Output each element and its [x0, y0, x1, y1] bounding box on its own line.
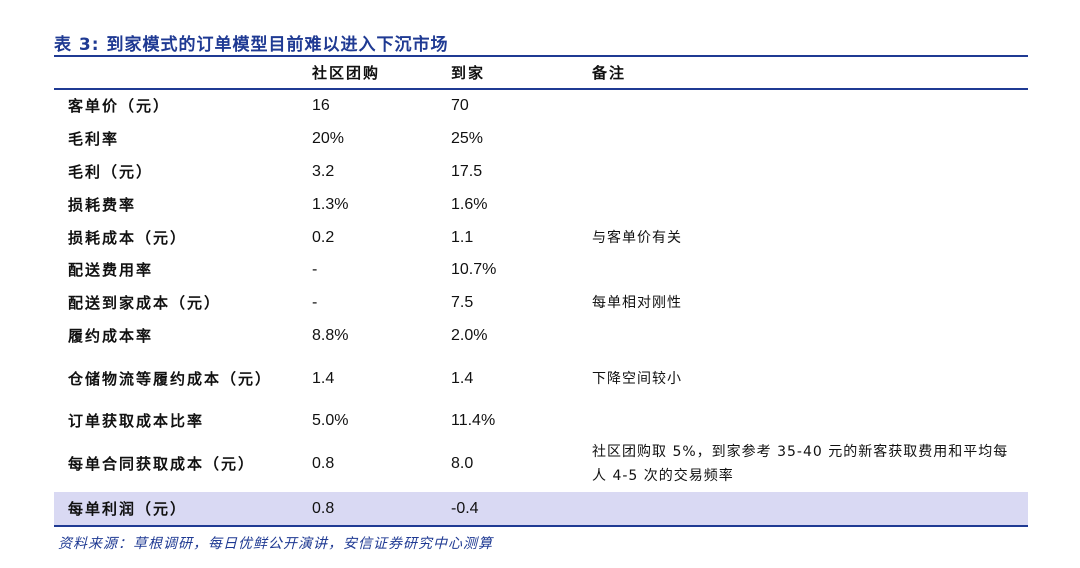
- row-note: 每单相对刚性: [592, 294, 682, 311]
- row-home-value: 17.5: [451, 162, 483, 180]
- table-row: 每单合同获取成本（元） 0.8 8.0 社区团购取 5%，到家参考 35-40 …: [54, 436, 1028, 492]
- table-title: 表 3: 到家模式的订单模型目前难以进入下沉市场: [54, 35, 449, 55]
- row-label: 每单利润（元）: [68, 499, 188, 518]
- table-row: 订单获取成本比率 5.0% 11.4%: [54, 406, 1028, 436]
- table-top-rule: [54, 55, 1028, 57]
- row-home-value: 11.4%: [451, 412, 496, 429]
- row-label: 毛利率: [68, 129, 120, 148]
- row-community-value: 16: [312, 97, 330, 114]
- table-row: 履约成本率 8.8% 2.0%: [54, 319, 1028, 352]
- table-row: 损耗费率 1.3% 1.6%: [54, 188, 1028, 221]
- row-home-value: 1.6%: [451, 195, 488, 213]
- data-table: 社区团购 到家 备注 客单价（元） 16 70 毛利率 20% 25% 毛利（元…: [54, 55, 1028, 527]
- row-label: 配送到家成本（元）: [68, 293, 222, 312]
- table-header-rule: [54, 88, 1028, 90]
- row-home-value: -0.4: [451, 499, 479, 517]
- row-home-value: 10.7%: [451, 261, 497, 278]
- row-label: 每单合同获取成本（元）: [68, 455, 256, 473]
- row-community-value: 8.8%: [312, 326, 349, 344]
- row-community-value: 0.8: [312, 499, 335, 517]
- header-community: 社区团购: [312, 64, 381, 82]
- row-home-value: 2.0%: [451, 326, 488, 344]
- row-community-value: -: [312, 293, 318, 311]
- header-note: 备注: [592, 64, 627, 82]
- row-label: 客单价（元）: [68, 97, 171, 115]
- row-home-value: 70: [451, 97, 469, 114]
- row-label: 损耗费率: [68, 195, 137, 214]
- row-note: 下降空间较小: [592, 371, 682, 387]
- table-row: 配送费用率 - 10.7%: [54, 254, 1028, 286]
- table-header-row: 社区团购 到家 备注: [54, 57, 1028, 88]
- row-note: 与客单价有关: [592, 229, 682, 246]
- row-community-value: 5.0%: [312, 412, 349, 429]
- row-home-value: 1.4: [451, 370, 474, 387]
- table-row: 仓储物流等履约成本（元） 1.4 1.4 下降空间较小: [54, 352, 1028, 406]
- row-label: 损耗成本（元）: [68, 228, 188, 247]
- row-community-value: 3.2: [312, 162, 335, 180]
- row-community-value: 1.3%: [312, 195, 349, 213]
- row-home-value: 1.1: [451, 228, 474, 246]
- header-home: 到家: [451, 64, 486, 82]
- row-label: 毛利（元）: [68, 162, 154, 181]
- row-note: 社区团购取 5%，到家参考 35-40 元的新客获取费用和平均每人 4-5 次的…: [592, 444, 1009, 484]
- table-row-highlight: 每单利润（元） 0.8 -0.4: [54, 492, 1028, 525]
- row-home-value: 25%: [451, 129, 484, 147]
- row-label: 仓储物流等履约成本（元）: [68, 370, 273, 388]
- row-home-value: 7.5: [451, 293, 474, 311]
- row-community-value: 20%: [312, 129, 345, 147]
- table-bottom-rule: [54, 525, 1028, 527]
- table-row: 毛利（元） 3.2 17.5: [54, 155, 1028, 188]
- row-label: 履约成本率: [68, 326, 154, 345]
- table-row: 损耗成本（元） 0.2 1.1 与客单价有关: [54, 221, 1028, 254]
- row-community-value: 0.8: [312, 455, 335, 472]
- row-home-value: 8.0: [451, 455, 474, 472]
- row-label: 订单获取成本比率: [68, 412, 205, 430]
- table-row: 配送到家成本（元） - 7.5 每单相对刚性: [54, 286, 1028, 319]
- row-label: 配送费用率: [68, 261, 154, 279]
- table-row: 毛利率 20% 25%: [54, 122, 1028, 155]
- row-community-value: -: [312, 261, 318, 278]
- source-note: 资料来源：草根调研，每日优鲜公开演讲，安信证券研究中心测算: [58, 536, 493, 552]
- row-community-value: 0.2: [312, 228, 335, 246]
- table-row: 客单价（元） 16 70: [54, 90, 1028, 122]
- row-community-value: 1.4: [312, 370, 335, 387]
